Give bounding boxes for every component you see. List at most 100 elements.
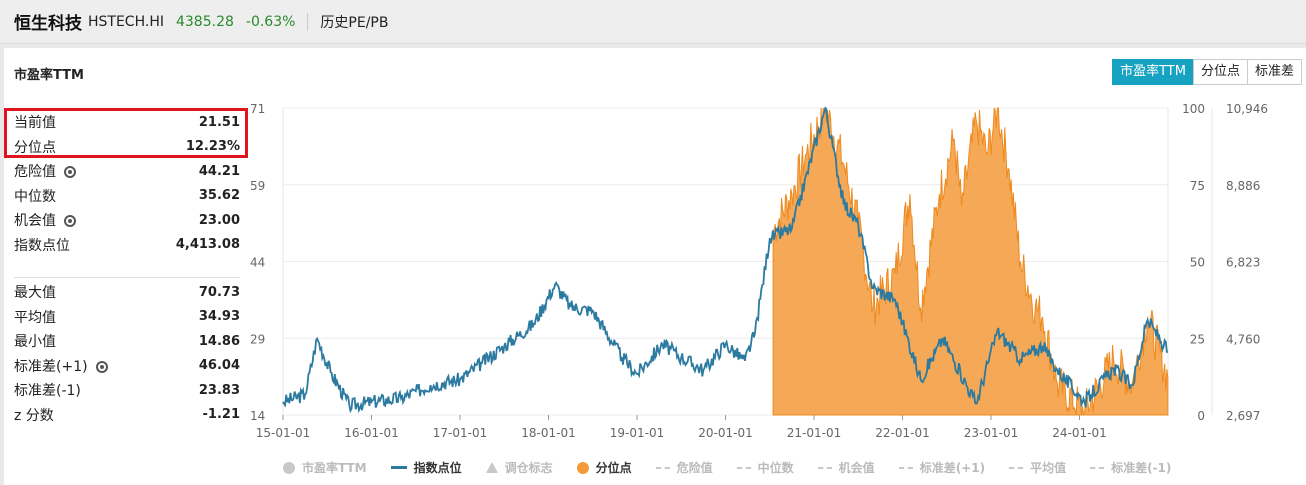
x-tick-label: 18-01-01 [521,426,575,440]
stat-value: -1.21 [202,407,240,423]
y-left-tick: 14 [250,409,265,423]
stat-value: 23.00 [198,212,240,228]
dash-icon [1009,466,1024,469]
x-tick-label: 17-01-01 [433,426,487,440]
stat-row: 危险值 44.21 [14,159,240,184]
legend-item[interactable]: 机会值 [817,459,875,476]
stat-row: 平均值 34.93 [14,305,240,330]
legend-item[interactable]: 平均值 [1009,459,1066,476]
stat-row: 标准差(+1) 46.04 [14,354,240,379]
stat-label-text: 分位点 [14,139,56,156]
gear-icon[interactable] [64,215,76,228]
stat-label: 最小值 [14,331,56,351]
stat-label-text: 标准差(-1) [14,383,81,400]
stat-value: 34.93 [198,309,240,325]
legend-item[interactable]: 分位点 [576,459,632,476]
y-index-tick: 10,946 [1226,102,1268,116]
index-name: 恒生科技 [14,14,82,34]
stat-label-text: 当前值 [14,115,56,132]
legend-label: 市盈率TTM [302,461,367,475]
dash-icon [1090,466,1105,469]
stat-label-text: 最小值 [14,334,56,351]
stats-divider [14,277,240,278]
legend-label: 指数点位 [413,461,462,475]
y-index-tick: 8,886 [1226,179,1260,193]
stat-label: 机会值 [14,210,76,230]
chart-tabs: 市盈率TTM 分位点 标准差 [1112,59,1302,85]
stat-value: 35.62 [198,188,240,204]
legend-item[interactable]: 指数点位 [390,459,462,476]
gear-icon[interactable] [64,166,76,179]
legend-item[interactable]: 市盈率TTM [283,459,367,476]
stat-label-text: z 分数 [14,407,54,424]
index-change: -0.63% [245,13,296,30]
stat-value: 46.04 [198,358,240,374]
stat-row: 分位点 12.23% [14,135,240,160]
tab-std-dev[interactable]: 标准差 [1246,59,1302,85]
stat-label: 平均值 [14,307,56,327]
stat-label: 当前值 [14,112,56,132]
triangle-icon [485,462,498,473]
y-index-tick: 6,823 [1226,256,1260,270]
legend-label: 中位数 [757,461,794,475]
y-percentile-tick: 75 [1190,179,1205,193]
legend-label: 危险值 [676,461,713,475]
percentile-area [772,107,1169,416]
stat-row: 指数点位 4,413.08 [14,233,240,258]
stat-row: z 分数 -1.21 [14,403,240,428]
header-divider [307,12,309,31]
index-line [282,106,1169,414]
y-left-tick: 71 [250,102,265,116]
legend-label: 平均值 [1030,461,1067,475]
y-left-tick: 29 [250,332,265,346]
y-index-tick: 4,760 [1226,332,1260,346]
legend-label: 标准差(-1) [1111,461,1172,475]
tab-pe-ttm[interactable]: 市盈率TTM [1112,59,1194,85]
stat-label: z 分数 [14,405,54,425]
stat-label-text: 指数点位 [14,237,70,254]
highlight-box [4,108,248,158]
stat-value: 14.86 [198,333,240,349]
stat-label: 标准差(+1) [14,356,108,376]
stat-label-text: 平均值 [14,309,56,326]
x-tick-label: 16-01-01 [344,426,398,440]
y-index-tick: 2,697 [1226,409,1260,423]
stat-value: 21.51 [198,114,240,130]
y-percentile-tick: 50 [1190,256,1205,270]
circle-icon [283,461,295,474]
stat-value: 23.83 [198,382,240,398]
stat-label: 最大值 [14,282,56,302]
stat-label-text: 最大值 [14,285,56,302]
legend-item[interactable]: 危险值 [655,459,713,476]
stat-label-text: 危险值 [14,164,56,181]
legend-label: 调仓标志 [504,461,553,475]
history-pe-pb-link[interactable]: 历史PE/PB [320,14,389,31]
stat-row: 当前值 21.51 [14,110,240,135]
y-percentile-tick: 100 [1182,102,1205,116]
legend-item[interactable]: 中位数 [736,459,794,476]
legend-label: 分位点 [595,461,632,475]
stat-label: 危险值 [14,161,76,181]
x-tick-label: 15-01-01 [256,426,310,440]
stat-row: 标准差(-1) 23.83 [14,378,240,403]
stat-row: 最大值 70.73 [14,280,240,305]
line-icon [390,466,407,469]
dash-icon [736,466,751,469]
stat-label-text: 标准差(+1) [14,358,88,375]
stat-row: 最小值 14.86 [14,329,240,354]
stat-value: 4,413.08 [175,237,240,253]
gear-icon[interactable] [95,360,108,373]
x-tick-label: 24-01-01 [1052,426,1106,440]
x-tick-label: 23-01-01 [964,426,1018,440]
stat-label: 分位点 [14,137,56,157]
legend-item[interactable]: 标准差(+1) [898,459,986,476]
legend-item[interactable]: 标准差(-1) [1090,459,1171,476]
panel-title: 市盈率TTM [14,68,84,83]
stat-row: 机会值 23.00 [14,208,240,233]
y-left-tick: 44 [250,256,265,270]
stat-value: 12.23% [185,139,240,155]
legend-label: 标准差(+1) [919,461,986,475]
stats-list: 当前值 21.51 分位点 12.23% 危险值 44.21 中位数 35.62 机会值 23.0… [14,110,240,427]
legend-item[interactable]: 调仓标志 [485,459,553,476]
